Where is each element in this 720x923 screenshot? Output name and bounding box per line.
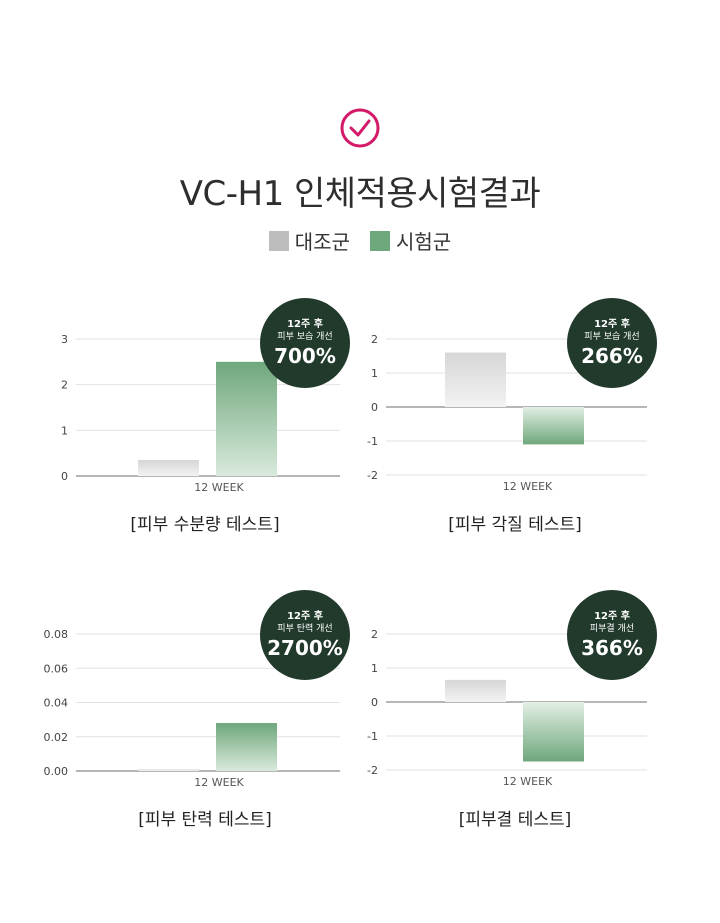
bar-control (138, 769, 199, 771)
y-tick-label: -2 (367, 469, 378, 482)
chart-svg: 0 1 2 3 12 WEEK (61, 333, 340, 494)
chart-caption: [피부결 테스트] (458, 810, 572, 830)
y-tick-label: 2 (371, 628, 378, 641)
y-tick-label: 0.02 (44, 731, 69, 744)
chart-caption: [피부 각질 테스트] (448, 515, 582, 535)
y-tick-label: 0.04 (44, 697, 69, 710)
badge-value: 266% (581, 344, 643, 368)
y-tick-label: -1 (367, 730, 378, 743)
bar-test (523, 407, 584, 445)
legend-label-control: 대조군 (294, 230, 350, 254)
y-tick-label: 0 (371, 696, 378, 709)
y-tick-label: 2 (61, 379, 68, 392)
chart-svg: -2 -1 0 1 2 12 WEEK (367, 333, 647, 493)
legend-swatch-test (370, 230, 390, 251)
x-tick-label: 12 WEEK (194, 776, 244, 789)
legend-item-test: 시험군 (370, 226, 451, 255)
y-tick-label: -2 (367, 764, 378, 777)
y-tick-label: 3 (61, 333, 68, 346)
legend-label-test: 시험군 (396, 230, 452, 254)
x-tick-label: 12 WEEK (503, 775, 553, 788)
y-tick-label: 0 (371, 401, 378, 414)
legend-swatch-control (268, 230, 289, 251)
y-tick-label: 1 (371, 367, 378, 380)
badge-period: 12주 후 (594, 611, 630, 622)
chart-caption: [피부 탄력 테스트] (138, 810, 272, 830)
chart-texture: -2 -1 0 1 2 12 WEEK 12주 후 피부결 개선 366% [피부결 테스… (350, 585, 680, 865)
chart-moisture: 0 1 2 3 12 WEEK 12주 후 피부 보습 개선 700% [피부 수분량 … (40, 290, 370, 570)
chart-exfoliation: -2 -1 0 1 2 12 WEEK 12주 후 피부 보습 개선 266% [피부 각… (350, 290, 680, 570)
chart-elasticity: 0.00 0.02 0.04 0.06 0.08 12 WEEK 12주 후 피부 탄력 … (40, 585, 370, 865)
bar-test (216, 361, 277, 476)
bar-control (138, 460, 199, 476)
result-badge: 12주 후 피부 보습 개선 700% (260, 298, 350, 388)
chart-svg: 0.00 0.02 0.04 0.06 0.08 12 WEEK (44, 628, 340, 789)
legend: 대조군 시험군 (0, 226, 720, 255)
badge-desc: 피부 탄력 개선 (277, 624, 333, 634)
y-tick-label: 2 (371, 333, 378, 346)
result-badge: 12주 후 피부 보습 개선 266% (567, 298, 657, 388)
badge-value: 366% (581, 636, 643, 660)
page-title: VC-H1 인체적용시험결과 (179, 174, 541, 214)
bar-test (523, 702, 584, 762)
badge-period: 12주 후 (287, 319, 323, 330)
badge-period: 12주 후 (287, 611, 323, 622)
badge-desc: 피부결 개선 (589, 624, 635, 634)
bar-test (216, 723, 277, 771)
y-tick-label: 0 (61, 470, 68, 483)
y-tick-label: 0.06 (44, 662, 69, 675)
badge-desc: 피부 보습 개선 (277, 332, 333, 342)
y-tick-label: 1 (371, 662, 378, 675)
check-icon (340, 108, 380, 148)
y-tick-label: 1 (61, 424, 68, 437)
chart-caption: [피부 수분량 테스트] (130, 515, 280, 535)
x-tick-label: 12 WEEK (503, 480, 553, 493)
badge-desc: 피부 보습 개선 (584, 332, 640, 342)
y-tick-label: 0.08 (44, 628, 69, 641)
badge-period: 12주 후 (594, 319, 630, 330)
y-tick-label: -1 (367, 435, 378, 448)
legend-item-control: 대조군 (268, 226, 350, 255)
x-tick-label: 12 WEEK (194, 481, 244, 494)
bar-control (445, 679, 506, 702)
badge-value: 2700% (267, 636, 343, 660)
y-tick-label: 0.00 (44, 765, 69, 778)
badge-value: 700% (274, 344, 336, 368)
bar-control (445, 352, 506, 407)
result-badge: 12주 후 피부 탄력 개선 2700% (260, 590, 350, 680)
result-badge: 12주 후 피부결 개선 366% (567, 590, 657, 680)
